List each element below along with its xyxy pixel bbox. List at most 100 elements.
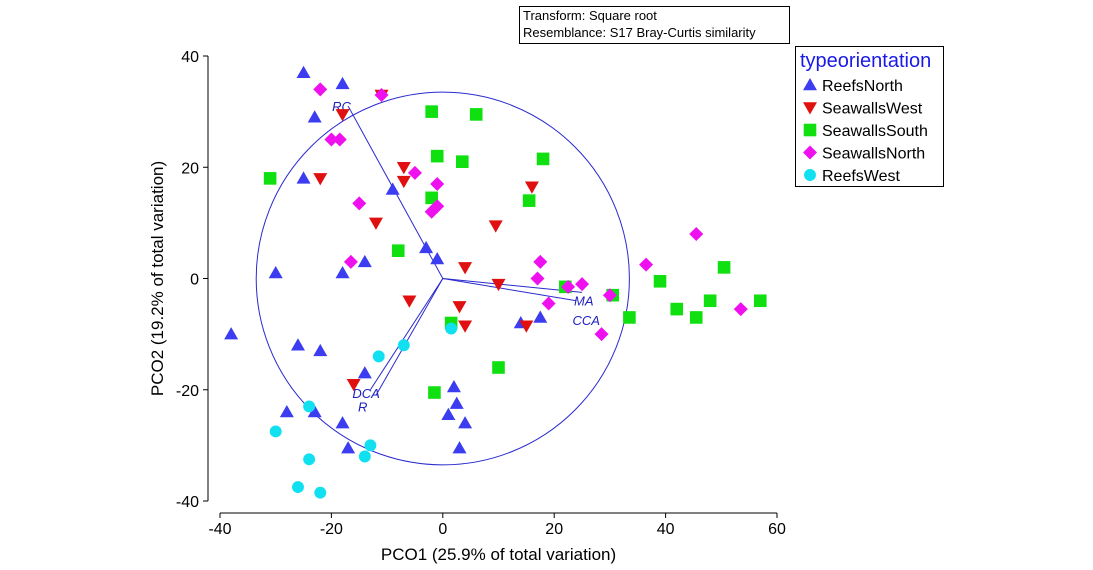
data-point: [396, 175, 411, 189]
data-point: [430, 252, 445, 265]
data-point: [346, 378, 361, 392]
axes: -40 -20 0 20 40 60 40 20 0 -20 -40 PCO1 (25.9% of t…: [148, 49, 786, 564]
legend-frame: [795, 46, 944, 187]
vector-line: [442, 278, 583, 293]
data-point: [290, 338, 305, 351]
vector-label: R: [358, 399, 367, 414]
data-point: [541, 296, 556, 311]
data-point: [458, 416, 473, 429]
data-point: [364, 439, 377, 452]
legend-item: ReefsWest: [804, 168, 901, 185]
vector-label: DCA: [352, 386, 379, 401]
data-point: [449, 396, 464, 409]
data-point: [717, 261, 731, 274]
data-point: [324, 132, 339, 147]
y-tick-label: -20: [176, 383, 199, 400]
data-point: [341, 441, 356, 454]
data-point: [268, 265, 283, 279]
data-point: [335, 109, 350, 122]
data-point: [357, 254, 372, 268]
vector-line: [369, 278, 444, 391]
vector-line: [442, 278, 577, 302]
data-point: [314, 486, 327, 499]
data-point: [313, 343, 328, 357]
y-tick-label: -40: [176, 494, 199, 511]
data-point: [530, 271, 545, 286]
x-tick-label: 60: [768, 521, 786, 538]
data-point: [430, 176, 445, 191]
vector-label: MA: [574, 293, 594, 308]
y-tick-label: 40: [181, 49, 199, 66]
legend-item: SeawallsSouth: [803, 123, 928, 140]
data-point: [524, 181, 539, 194]
data-point: [522, 194, 536, 207]
legend: typeorientation ReefsNorth SeawallsWest Sea…: [795, 46, 944, 187]
info-line: Transform: Square root: [523, 8, 657, 23]
data-point: [396, 162, 411, 175]
data-point: [335, 416, 350, 429]
info-box: Transform: Square root Resemblance: S17 B…: [519, 6, 790, 44]
data-point: [753, 294, 767, 308]
data-point: [385, 182, 400, 195]
data-point: [455, 155, 469, 168]
legend-label: SeawallsWest: [822, 101, 923, 118]
data-point: [561, 279, 576, 294]
data-point: [533, 254, 548, 269]
data-point: [452, 441, 467, 454]
legend-label: SeawallsNorth: [822, 146, 925, 163]
x-tick-label: -40: [208, 521, 231, 538]
data-point: [307, 405, 322, 418]
data-point: [536, 152, 550, 166]
data-point: [391, 244, 405, 257]
data-point: [313, 82, 328, 97]
data-point: [441, 407, 456, 421]
series-seawallsnorth: [313, 82, 748, 342]
data-point: [639, 257, 654, 272]
data-point: [491, 278, 506, 292]
data-point: [407, 165, 422, 180]
data-point: [492, 361, 505, 374]
data-point: [419, 240, 434, 254]
legend-title: typeorientation: [800, 50, 931, 72]
data-point: [623, 311, 636, 324]
data-point: [653, 274, 667, 288]
info-box-frame: [519, 6, 790, 44]
legend-label: SeawallsSouth: [822, 123, 928, 140]
x-tick-label: 40: [657, 521, 675, 538]
correlation-circle-layer: [255, 91, 630, 466]
y-tick-label: 20: [181, 160, 199, 177]
data-point: [224, 327, 239, 340]
data-point: [703, 294, 717, 308]
data-point: [397, 339, 410, 352]
data-point: [446, 379, 461, 393]
x-axis-title: PCO1 (25.9% of total variation): [381, 545, 616, 564]
legend-marker: [804, 169, 816, 181]
series-reefsnorth: [224, 65, 548, 454]
data-point: [374, 87, 389, 102]
data-point: [519, 320, 534, 333]
x-tick-label: 0: [438, 521, 447, 538]
series-reefswest: [269, 322, 458, 499]
data-point: [445, 322, 458, 335]
data-point: [533, 310, 548, 323]
data-point: [425, 191, 438, 205]
data-point: [296, 171, 311, 184]
data-point: [402, 295, 417, 308]
data-point: [452, 301, 467, 314]
data-point: [358, 450, 371, 463]
data-point: [352, 196, 367, 211]
series-seawallssouth: [263, 105, 767, 399]
legend-marker: [803, 102, 817, 115]
vector-line: [375, 278, 444, 396]
data-point: [424, 204, 439, 219]
data-point: [372, 350, 385, 363]
data-point: [458, 320, 473, 333]
data-point: [689, 227, 704, 241]
data-point: [488, 220, 503, 233]
data-point: [368, 217, 383, 230]
data-point: [263, 172, 277, 185]
data-point: [269, 425, 282, 438]
data-point: [469, 108, 483, 121]
legend-marker: [803, 78, 817, 91]
